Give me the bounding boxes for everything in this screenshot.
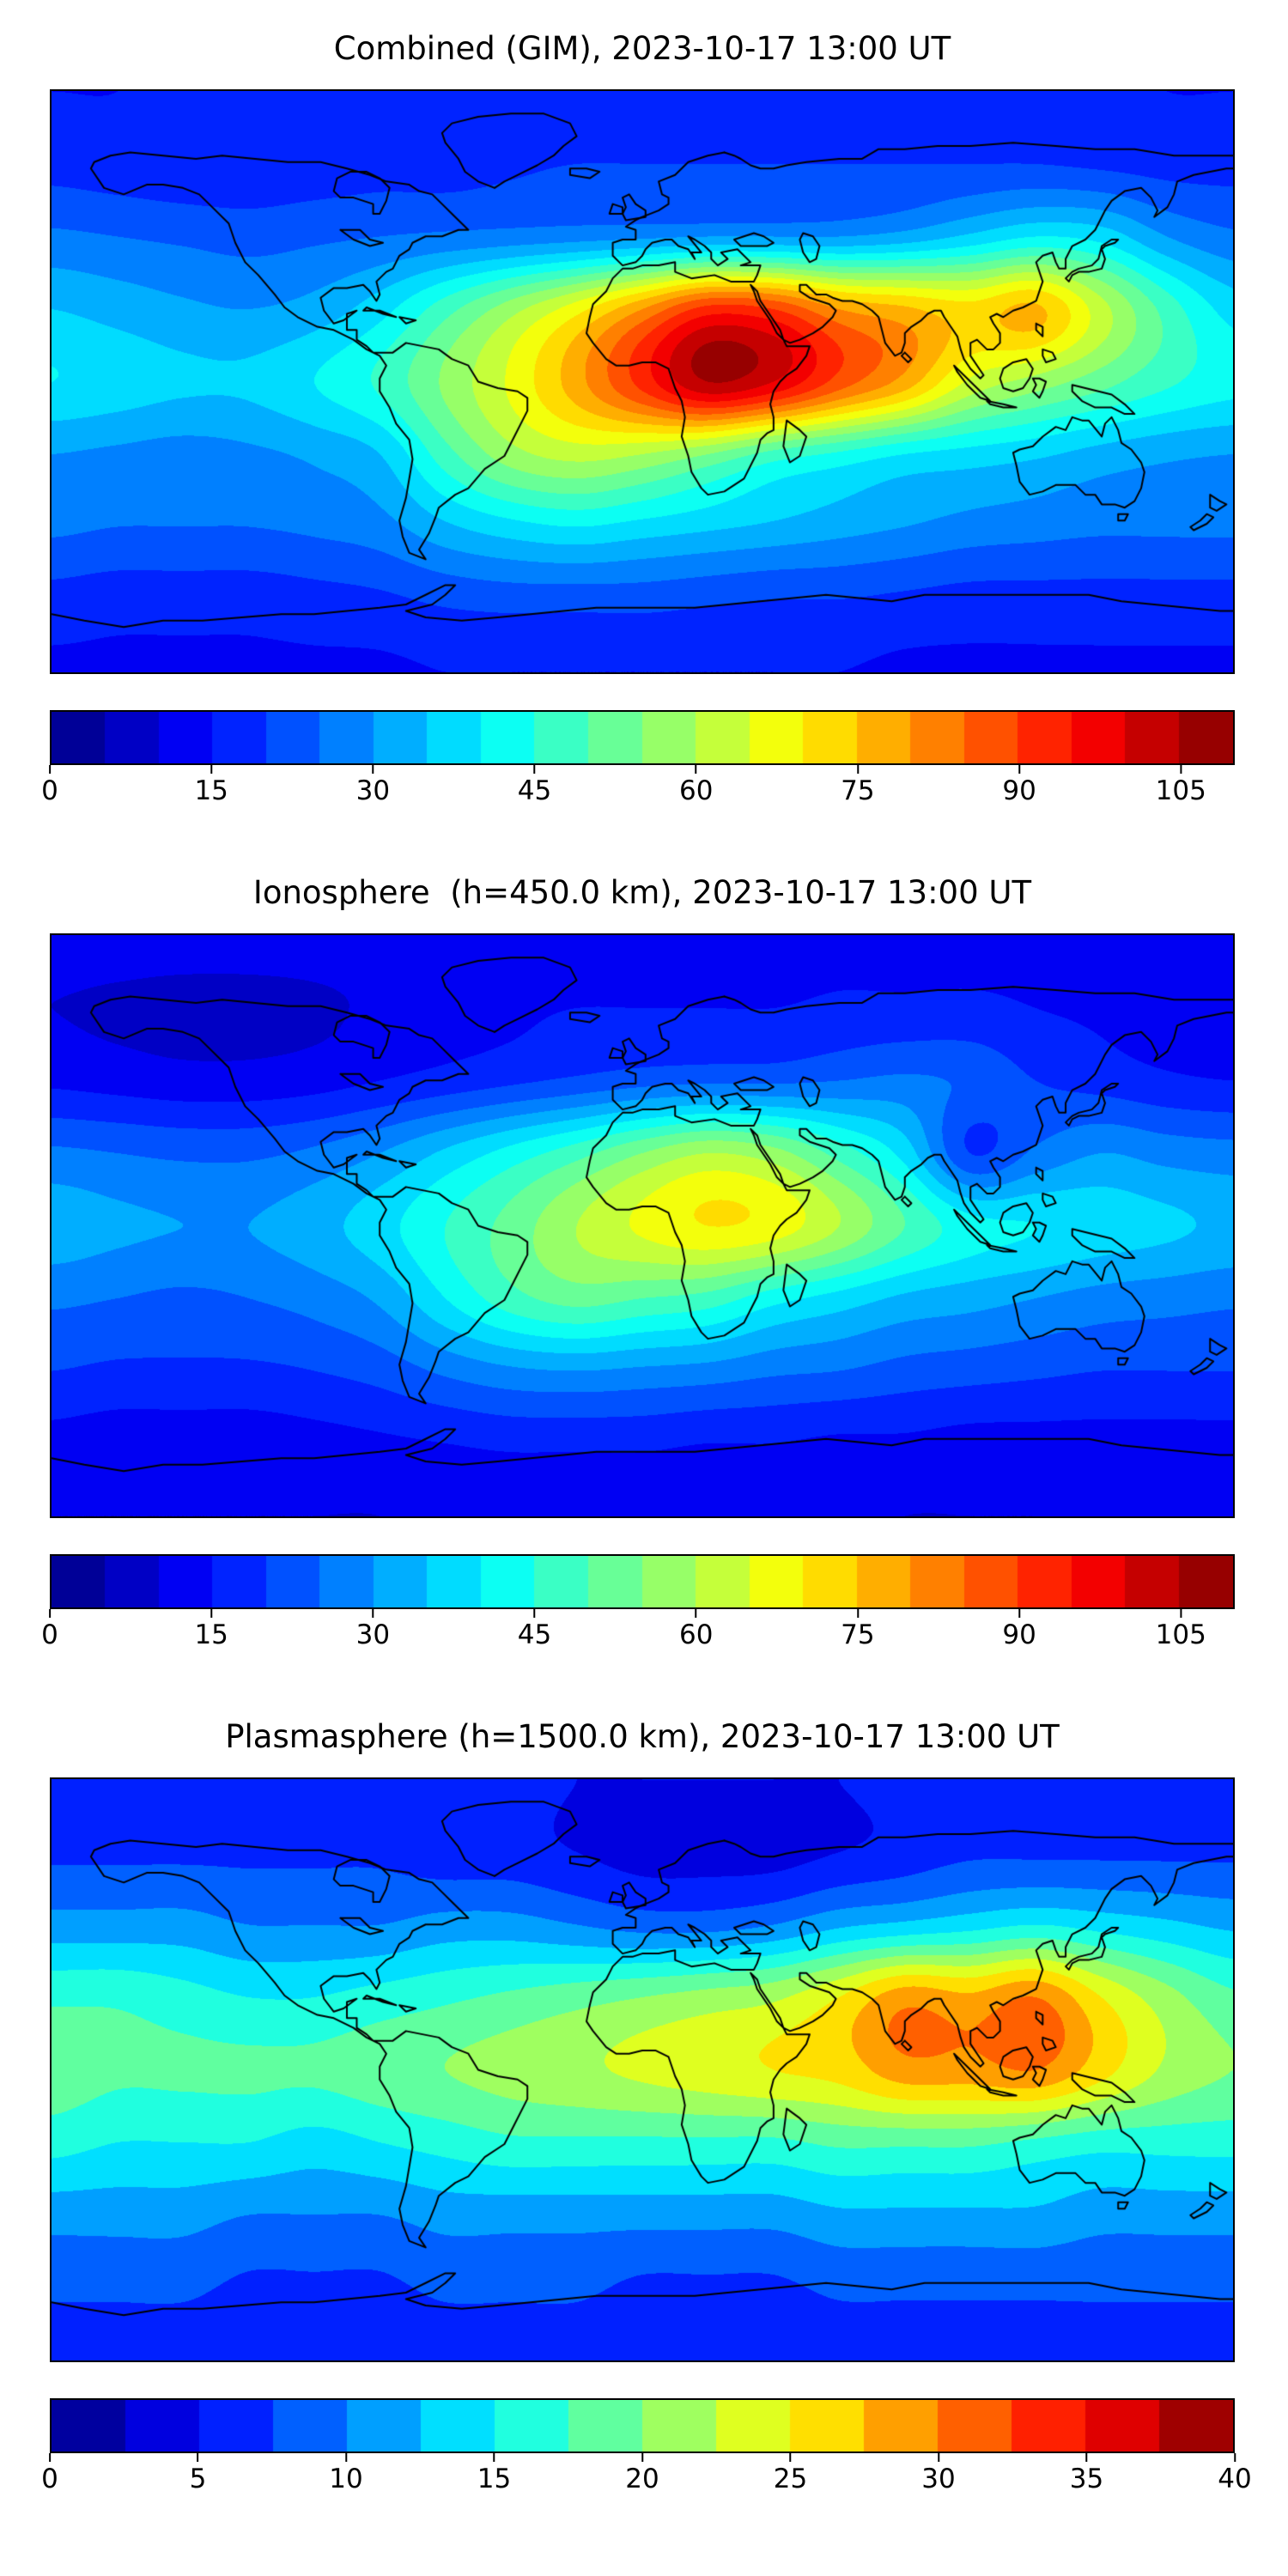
colorbar-tick: 15 xyxy=(194,765,228,806)
colorbar-tick: 105 xyxy=(1156,765,1206,806)
map-canvas-combined xyxy=(52,91,1233,672)
tick-label: 0 xyxy=(41,2464,58,2494)
colorbar-ticks-combined: 0 15 30 45 60 75 90 105 xyxy=(41,765,1235,811)
tick-mark xyxy=(210,765,213,774)
map-canvas-ionosphere xyxy=(52,935,1233,1516)
tick-label: 20 xyxy=(625,2464,659,2494)
tick-mark xyxy=(533,765,536,774)
tick-mark xyxy=(1180,1609,1182,1618)
tick-label: 75 xyxy=(841,775,875,806)
tick-label: 105 xyxy=(1155,1619,1206,1650)
tick-mark xyxy=(48,1609,51,1618)
colorbar-tick: 30 xyxy=(921,2453,956,2494)
colorbar-tick: 20 xyxy=(625,2453,659,2494)
tick-label: 105 xyxy=(1155,775,1206,806)
tick-label: 30 xyxy=(355,775,391,806)
map-plasmasphere xyxy=(50,1777,1235,2362)
tick-mark xyxy=(789,2453,792,2462)
tick-mark xyxy=(1018,1609,1021,1618)
tick-mark xyxy=(197,2453,199,2462)
tick-mark xyxy=(641,2453,643,2462)
colorbar-ionosphere xyxy=(50,1554,1235,1609)
colorbar-tick: 5 xyxy=(189,2453,207,2494)
tick-label: 0 xyxy=(41,1619,58,1650)
tick-label: 60 xyxy=(678,1619,714,1650)
colorbar-tick: 60 xyxy=(679,1609,713,1650)
tick-mark xyxy=(695,1609,697,1618)
tick-mark xyxy=(1018,765,1021,774)
colorbar-tick: 90 xyxy=(1002,1609,1036,1650)
tick-mark xyxy=(695,765,697,774)
colorbar-tick: 35 xyxy=(1070,2453,1103,2494)
tick-label: 15 xyxy=(194,1619,228,1650)
tick-label: 40 xyxy=(1218,2464,1252,2494)
tick-label: 90 xyxy=(1002,1619,1036,1650)
tick-mark xyxy=(1180,765,1182,774)
tick-mark xyxy=(856,765,859,774)
colorbar-tick: 45 xyxy=(518,1609,551,1650)
colorbar-tick: 15 xyxy=(194,1609,228,1650)
colorbar-tick: 10 xyxy=(329,2453,363,2494)
tick-mark xyxy=(372,1609,374,1618)
tick-mark xyxy=(493,2453,495,2462)
tick-label: 25 xyxy=(773,2464,808,2494)
colorbar-tick: 45 xyxy=(518,765,551,806)
colorbar-tick: 40 xyxy=(1218,2453,1252,2494)
tick-label: 5 xyxy=(189,2464,207,2494)
colorbar-tick: 30 xyxy=(356,1609,390,1650)
colorbar-tick: 75 xyxy=(841,765,875,806)
tick-label: 60 xyxy=(678,775,714,806)
tick-mark xyxy=(48,2453,51,2462)
colorbar-combined xyxy=(50,710,1235,765)
tick-label: 45 xyxy=(517,1619,552,1650)
panel-title-combined: Combined (GIM), 2023-10-17 13:00 UT xyxy=(333,30,951,67)
tick-mark xyxy=(1233,2453,1236,2462)
colorbar-tick: 90 xyxy=(1002,765,1036,806)
tick-label: 35 xyxy=(1069,2464,1104,2494)
colorbar-tick: 0 xyxy=(41,2453,58,2494)
tick-mark xyxy=(344,2453,347,2462)
tick-mark xyxy=(856,1609,859,1618)
colorbar-tick: 75 xyxy=(841,1609,875,1650)
colorbar-ticks-plasmasphere: 0 5 10 15 20 25 30 35 40 xyxy=(41,2453,1252,2500)
map-canvas-plasmasphere xyxy=(52,1779,1233,2360)
colorbar-canvas-plasmasphere xyxy=(52,2400,1233,2451)
panel-combined: Combined (GIM), 2023-10-17 13:00 UT 0 15 3… xyxy=(41,29,1288,811)
tick-mark xyxy=(1085,2453,1088,2462)
colorbar-tick: 60 xyxy=(679,765,713,806)
colorbar-canvas-ionosphere xyxy=(52,1556,1233,1607)
colorbar-plasmasphere xyxy=(50,2398,1235,2453)
tick-mark xyxy=(533,1609,536,1618)
tick-label: 15 xyxy=(194,775,228,806)
tick-label: 75 xyxy=(841,1619,875,1650)
colorbar-canvas-combined xyxy=(52,712,1233,763)
colorbar-tick: 105 xyxy=(1156,1609,1206,1650)
colorbar-ticks-ionosphere: 0 15 30 45 60 75 90 105 xyxy=(41,1609,1235,1656)
tick-label: 0 xyxy=(41,775,58,806)
tick-label: 30 xyxy=(355,1619,391,1650)
tick-label: 90 xyxy=(1002,775,1036,806)
colorbar-tick: 30 xyxy=(356,765,390,806)
colorbar-tick: 0 xyxy=(41,765,58,806)
panel-plasmasphere: Plasmasphere (h=1500.0 km), 2023-10-17 1… xyxy=(41,1717,1288,2500)
map-ionosphere xyxy=(50,933,1235,1518)
tick-label: 10 xyxy=(329,2464,363,2494)
map-combined xyxy=(50,89,1235,674)
panel-ionosphere: Ionosphere (h=450.0 km), 2023-10-17 13:0… xyxy=(41,873,1288,1656)
tick-mark xyxy=(372,765,374,774)
tick-label: 15 xyxy=(477,2464,512,2494)
panel-title-plasmasphere: Plasmasphere (h=1500.0 km), 2023-10-17 1… xyxy=(225,1718,1060,1755)
colorbar-tick: 0 xyxy=(41,1609,58,1650)
colorbar-tick: 15 xyxy=(477,2453,511,2494)
tick-mark xyxy=(210,1609,213,1618)
tick-mark xyxy=(937,2453,939,2462)
figure: Combined (GIM), 2023-10-17 13:00 UT 0 15 3… xyxy=(41,29,1288,2500)
colorbar-tick: 25 xyxy=(774,2453,807,2494)
tick-label: 30 xyxy=(921,2464,956,2494)
panel-title-ionosphere: Ionosphere (h=450.0 km), 2023-10-17 13:0… xyxy=(252,874,1032,911)
tick-mark xyxy=(48,765,51,774)
tick-label: 45 xyxy=(517,775,552,806)
